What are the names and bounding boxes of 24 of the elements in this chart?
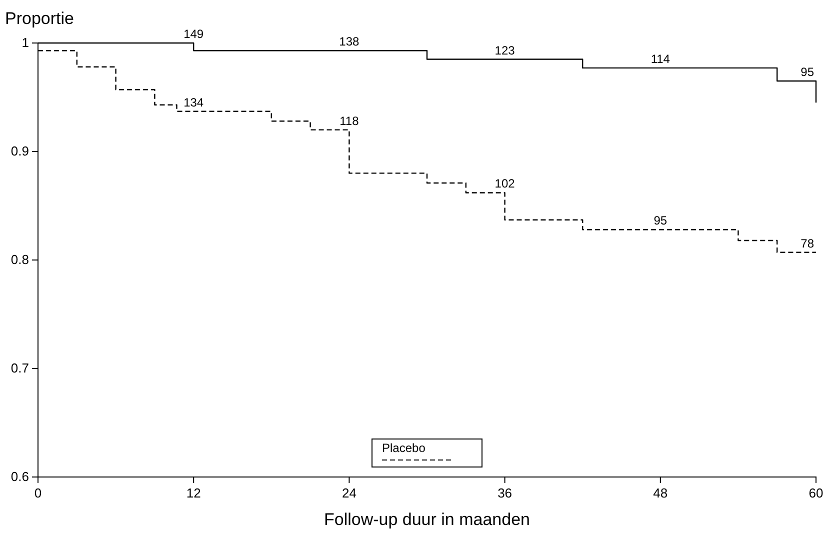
annotation: 102: [494, 176, 516, 191]
annotation: 118: [340, 114, 360, 128]
y-tick-label: 0.8: [10, 252, 29, 268]
y-tick-label: 1: [22, 35, 29, 50]
text: Placebo: [382, 441, 426, 455]
annotation: 134: [184, 95, 204, 110]
annotation: 114: [650, 52, 670, 66]
annotation: 138: [339, 34, 360, 49]
x-tick-label: 24: [342, 486, 356, 501]
annotation: 149: [184, 27, 204, 41]
y-tick-label: 0.7: [10, 360, 29, 376]
annotation: 123: [494, 43, 516, 58]
y-tick-label: 0.6: [10, 469, 29, 484]
y-axis-title: Proportie: [5, 9, 74, 28]
annotation: 78: [800, 236, 814, 250]
y-tick-label: 0.9: [10, 144, 29, 159]
x-tick-label: 60: [808, 486, 824, 501]
x-tick-label: 12: [186, 486, 201, 501]
x-tick-label: 48: [653, 486, 668, 501]
annotation: 95: [800, 64, 814, 79]
annotation: 95: [654, 214, 668, 228]
x-tick-label: 0: [34, 486, 42, 501]
x-axis-title: Follow-up duur in maanden: [324, 510, 530, 529]
x-tick-label: 36: [498, 486, 512, 501]
